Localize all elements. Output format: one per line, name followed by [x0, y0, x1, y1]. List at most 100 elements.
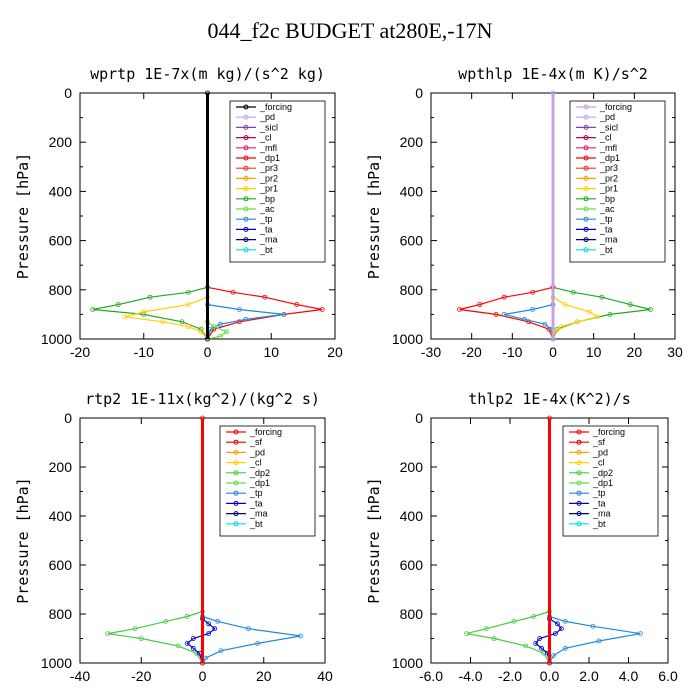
panel-2-legend-marker — [583, 135, 589, 141]
panel-4-ytick-label: 800 — [400, 606, 424, 622]
panel-2-series-3-point — [558, 324, 564, 330]
panel-4-xtick-label: 0.0 — [540, 668, 560, 684]
panel-2-series-1 — [552, 286, 651, 340]
panel-1-legend-entry: _bt — [259, 245, 273, 255]
panel-4-xtick-label: 2.0 — [579, 668, 599, 684]
panel-1-legend-marker — [243, 165, 249, 171]
panel-3-series-4-point — [200, 660, 205, 666]
panel-1-series-1-point — [294, 302, 300, 307]
panel-1-legend-marker — [243, 247, 249, 253]
panel-3-legend-entry: _sf — [249, 437, 263, 447]
panel-2-ytick-label: 400 — [400, 183, 424, 199]
panel-2-xtick-label: 0 — [549, 344, 557, 360]
panel-2-legend-marker — [583, 216, 589, 222]
panel-3-xtick-label: -40 — [70, 668, 90, 684]
panel-2-legend-entry: _pr2 — [599, 173, 618, 183]
panel-2-legend-entry: _pr1 — [599, 184, 618, 194]
panel-2-legend-entry: _sicl — [599, 122, 618, 132]
panel-4-xtick-label: -2.0 — [498, 668, 522, 684]
panel-4-legend-marker — [576, 500, 582, 506]
panel-3-legend-entry: _pd — [249, 447, 265, 457]
panel-3-ytick-label: 0 — [64, 410, 72, 426]
panel-1-series-4-point — [243, 316, 249, 322]
panel-1-series-2-point — [179, 319, 185, 325]
panel-3-legend-marker — [233, 449, 239, 455]
panel-4-series-1-point — [511, 618, 517, 624]
panel-1-xtick-label: 0 — [204, 344, 212, 360]
panel-4-series-2-point — [562, 618, 568, 624]
panel-1-legend-marker — [243, 237, 249, 243]
panel-3-legend-marker — [233, 439, 239, 445]
panel-1-legend-entry: _sicl — [259, 122, 278, 132]
panel-3-legend-entry: _tp — [249, 488, 263, 498]
panel-1-legend-entry: _tp — [259, 214, 273, 224]
panel-4-legend-entry: _ta — [592, 498, 606, 508]
panel-1-legend-marker — [243, 175, 249, 181]
panel-3-legend-entry: _dp2 — [249, 468, 270, 478]
panel-1-legend-entry: _ac — [259, 204, 275, 214]
panel-2-legend-entry: _ta — [599, 224, 613, 234]
panel-1-series-5-point — [211, 324, 217, 330]
panel-1-series-2-point — [147, 294, 153, 300]
panel-3-ytick-label: 600 — [49, 557, 73, 573]
panel-2-ytick-label: 0 — [415, 85, 423, 101]
panel-2-legend-entry: _bp — [599, 194, 615, 204]
panel-3-xtick-label: 40 — [317, 668, 333, 684]
panel-3-legend-entry: _ta — [249, 498, 263, 508]
panel-2-series-4-point — [542, 321, 548, 327]
panel-1-ylabel: Pressure [hPa] — [14, 153, 32, 279]
panel-3-series-3-point — [184, 641, 190, 646]
panel-2-series-4 — [504, 304, 554, 340]
panel-4-series-3-point — [537, 636, 543, 641]
panel-1-xtick-label: -10 — [134, 344, 154, 360]
panel-2-legend-entry: _tp — [599, 214, 613, 224]
panel-4-series-3-point — [555, 621, 560, 627]
panel-2-legend-entry: _cl — [599, 133, 612, 143]
panel-1-ytick-label: 600 — [49, 233, 73, 249]
panel-4-series-1-point — [491, 636, 497, 641]
panel-1-title: wprtp 1E-7x(m kg)/(s^2 kg) — [90, 65, 325, 83]
panel-3-legend-entry: _dp1 — [249, 478, 270, 488]
panel-4-xtick-label: 4.0 — [619, 668, 639, 684]
panel-1-xtick-label: 10 — [263, 344, 279, 360]
panel-4-xtick-label: 6.0 — [658, 668, 678, 684]
panel-2-legend-marker — [583, 226, 589, 232]
panel-3-series-1 — [107, 610, 204, 664]
panel-2-legend-entry: _ma — [599, 235, 618, 245]
panel-2-xtick-label: -10 — [502, 344, 522, 360]
panel-3-legend-marker — [233, 521, 239, 527]
panel-3-series-3 — [186, 618, 216, 664]
panel-3-ytick-label: 1000 — [41, 655, 72, 671]
panel-1-series-2-point — [90, 307, 96, 312]
panel-1-legend-marker — [243, 196, 249, 202]
panel-1-legend-marker — [243, 216, 249, 222]
panel-3-legend-marker — [233, 500, 239, 506]
panel-3-series-1-point — [132, 626, 138, 632]
panel-1-series-3-point — [198, 329, 204, 335]
panel-2-legend-entry: _forcing — [599, 102, 632, 112]
panel-4-xtick-label: -6.0 — [419, 668, 443, 684]
panel-4-series-4-point — [547, 660, 552, 666]
panel-2-series-5-point — [550, 90, 556, 96]
panel-2-xtick-label: 30 — [667, 344, 683, 360]
panel-1-ytick-label: 200 — [49, 134, 73, 150]
panel-3-series-4-point — [200, 415, 205, 421]
panel-1-series-4 — [206, 304, 285, 340]
panel-1-series-6-point — [205, 336, 210, 342]
panel-2-series-1-point — [627, 302, 633, 307]
panel-1-series-1-point — [236, 319, 242, 325]
panel-2-ytick-label: 800 — [400, 282, 424, 298]
panel-4-legend-marker — [576, 460, 582, 466]
panel-4-ytick-label: 1000 — [392, 655, 423, 671]
panel-4-series-4-point — [547, 415, 552, 421]
panel-1-series-3-point — [160, 319, 166, 325]
panel-3-series-2-point — [218, 648, 224, 654]
panel-1-series-5-point — [224, 329, 230, 335]
panel-4-series-1-point — [531, 614, 537, 619]
panel-4-legend-marker — [576, 521, 582, 527]
panel-2-series-2 — [459, 286, 554, 340]
panel-4-series-3-point — [533, 641, 539, 646]
panel-2-series-1-point — [570, 289, 576, 295]
panel-2-ytick-label: 200 — [400, 134, 424, 150]
